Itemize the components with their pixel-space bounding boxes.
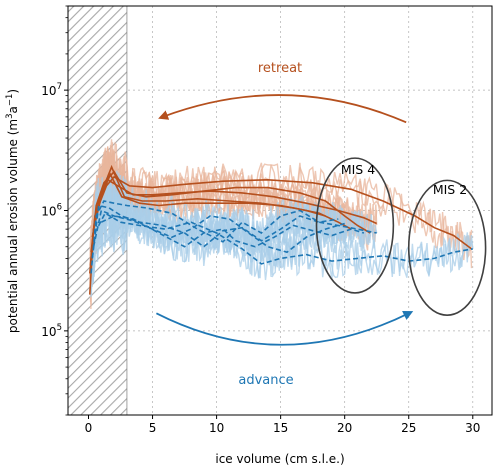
x-tick-label-0: 0	[85, 421, 93, 435]
retreat-label: retreat	[258, 61, 302, 76]
x-tick-label-5: 25	[401, 421, 416, 435]
x-tick-label-1: 5	[149, 421, 157, 435]
advance-arrow	[155, 310, 414, 346]
x-axis-label: ice volume (cm s.l.e.)	[215, 452, 344, 466]
x-tick-label-3: 15	[273, 421, 288, 435]
mis-circles	[315, 157, 487, 316]
y-axis-label: potential annual erosion volume (m3a−1)	[5, 89, 20, 333]
series-line-advance-8	[94, 212, 473, 265]
mis2-label: MIS 2	[433, 182, 467, 197]
x-tick-label-2: 10	[209, 421, 224, 435]
series-line-retreat-2	[91, 178, 378, 238]
y-axis-ticks: 105 106 107	[41, 5, 68, 416]
mis4-label: MIS 4	[341, 162, 375, 177]
y-tick-label-0: 105	[41, 323, 62, 339]
advance-label: advance	[238, 373, 293, 388]
series-lines	[89, 164, 473, 295]
circle-mis-4	[315, 157, 395, 294]
x-tick-label-4: 20	[337, 421, 352, 435]
direction-arrows	[155, 94, 414, 346]
series-line-advance-9	[100, 215, 365, 248]
x-tick-label-6: 30	[465, 421, 480, 435]
series-line-advance-6	[91, 204, 339, 259]
y-tick-label-1: 106	[41, 203, 62, 219]
x-axis-ticks: 0 5 10 15 20 25 30	[85, 415, 480, 435]
circle-mis-2	[407, 179, 487, 316]
y-tick-label-2: 107	[41, 82, 62, 98]
retreat-arrow	[158, 94, 407, 124]
noisy-trace-advance-9-0	[100, 185, 365, 264]
series-line-advance-5	[90, 200, 377, 274]
series-line-retreat-4	[89, 172, 326, 295]
